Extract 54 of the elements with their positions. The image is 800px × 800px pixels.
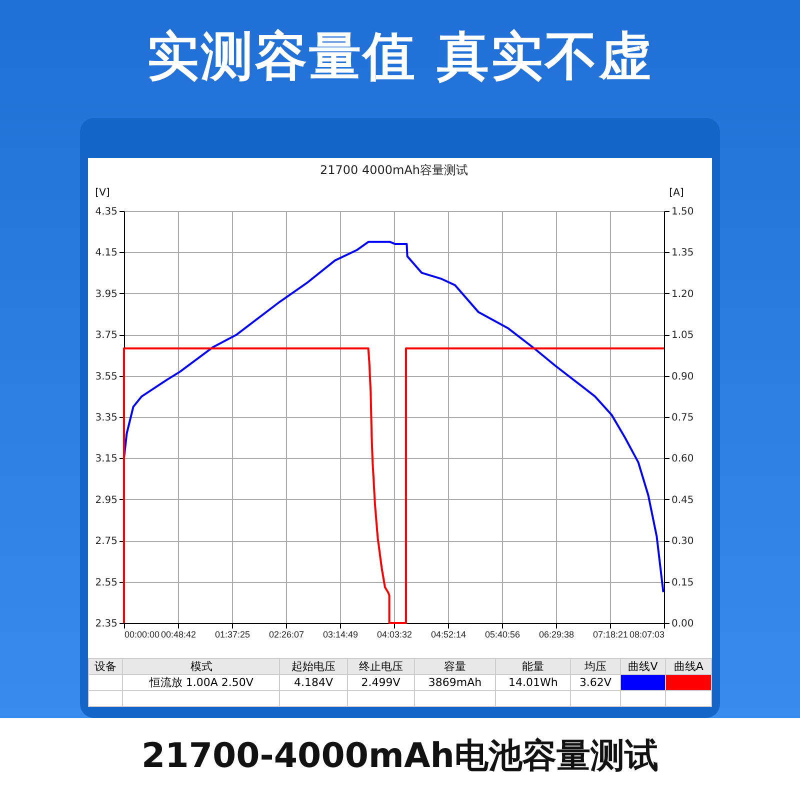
chart-title: 实测容量值 真实不虚 (146, 26, 654, 89)
y-tick-label: 4.35 (95, 206, 118, 218)
text: 终止电压 (347, 658, 414, 674)
y2-tick-label: 0.15 (672, 577, 694, 588)
y2-tick-label: 1.35 (672, 248, 694, 259)
y-tick-label: 3.75 (95, 330, 118, 342)
x-tick-label: 02:26:07 (268, 630, 304, 640)
x-tick-label: 08:07:03 (629, 630, 664, 640)
y-tick-label: 4.15 (95, 248, 118, 259)
y-axis-title: [V] (95, 188, 110, 198)
y-tick-label: 2.55 (95, 577, 118, 588)
y2-tick-label: 0.60 (672, 454, 694, 465)
x-tick-label: 03:14:49 (322, 630, 358, 640)
y-tick-label: 2.95 (95, 494, 118, 506)
chart-subtitle: 21700 4000mAh容量测试 (320, 163, 468, 177)
x-tick-label: 07:18:21 (592, 630, 628, 640)
y-tick-label: 3.55 (95, 371, 118, 382)
text: 3869mAh (414, 674, 496, 690)
y-tick-label: 2.35 (95, 618, 118, 630)
y2-tick-label: 1.50 (672, 206, 694, 218)
y2-tick-label: 0.45 (672, 494, 694, 506)
y-tick-label: 2.75 (95, 536, 118, 548)
y2-tick-label: 1.20 (672, 288, 694, 300)
text: 均压 (570, 658, 620, 674)
text: 4.184V (280, 674, 348, 690)
x-tick-label: 04:52:14 (430, 630, 466, 640)
text: 能量 (496, 658, 571, 674)
x-tick-label: 00:00:00 (124, 630, 160, 640)
y2-axis-title: [A] (669, 188, 684, 198)
text: 21700-4000mAh电池容量测试 (0, 718, 800, 800)
x-tick-label: 05:40:56 (484, 630, 520, 640)
text: 14.01Wh (496, 674, 571, 690)
line-series (123, 240, 664, 594)
text: 2.499V (347, 674, 414, 690)
y2-tick-label: 0.30 (672, 536, 694, 548)
x-tick-label: 00:48:42 (160, 630, 196, 640)
text: 曲线V (620, 658, 666, 674)
y2-tick-label: 0.75 (672, 412, 694, 424)
x-tick-label: 04:03:32 (376, 630, 412, 640)
y-tick-label: 3.15 (95, 454, 118, 465)
y2-tick-label: 0.00 (672, 618, 694, 630)
text: 恒流放 1.00A 2.50V (122, 674, 280, 690)
text: 模式 (122, 658, 280, 674)
x-tick-label: 06:29:38 (538, 630, 574, 640)
text: 设备 (88, 658, 123, 674)
text: 起始电压 (280, 658, 348, 674)
text: 容量 (414, 658, 496, 674)
text: 曲线A (666, 658, 712, 674)
x-tick-label: 01:37:25 (214, 630, 250, 640)
y2-tick-label: 1.05 (672, 330, 694, 342)
y-tick-label: 3.95 (95, 288, 118, 300)
y-tick-label: 3.35 (95, 412, 118, 424)
y2-tick-label: 0.90 (672, 371, 694, 382)
text: 3.62V (570, 674, 620, 690)
